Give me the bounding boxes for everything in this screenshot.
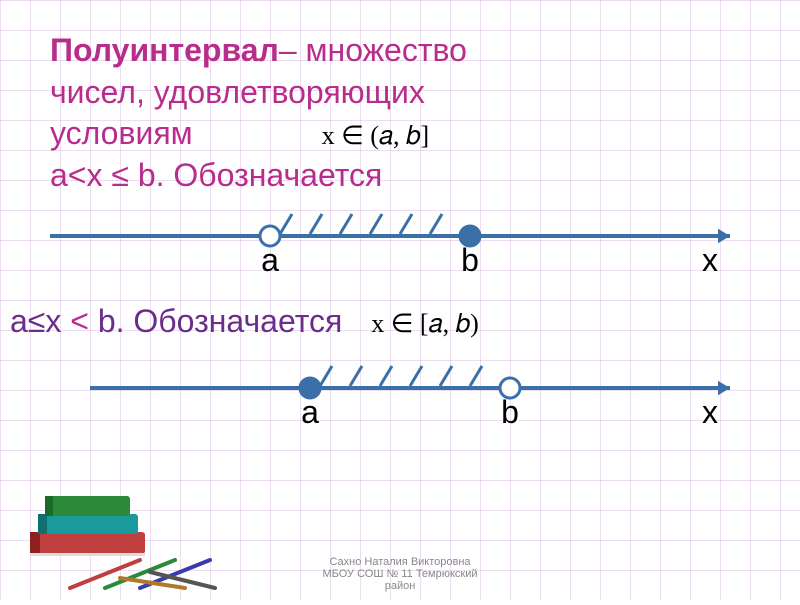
svg-text:b: b [461, 242, 479, 276]
numberline-1: аbх [50, 206, 750, 276]
interval-notation-2: x ∈ [𝑎, 𝑏) [371, 309, 479, 338]
svg-text:х: х [702, 394, 718, 428]
title-block: Полуинтервал– множество чисел, удовлетво… [50, 30, 750, 196]
numberline-2: аbх [50, 358, 750, 428]
content-area: Полуинтервал– множество чисел, удовлетво… [0, 0, 800, 428]
def1-word: Обозначается [165, 157, 383, 193]
footer-line3: район [385, 580, 416, 592]
svg-text:b: b [501, 394, 519, 428]
title-rest2: чисел, удовлетворяющих [50, 74, 425, 110]
title-rest1: множество [297, 32, 467, 68]
svg-text:а: а [301, 394, 319, 428]
def1-condition: а<x ≤ b. [50, 157, 165, 193]
def2-condition: а≤x [10, 303, 70, 339]
term: Полуинтервал [50, 32, 279, 68]
def2-rest: b. Обозначается [89, 303, 342, 339]
svg-text:а: а [261, 242, 279, 276]
footer-line1: Сахно Наталия Викторовна [329, 556, 470, 568]
dash: – [279, 32, 297, 68]
def2-block: а≤x < b. Обозначается x ∈ [𝑎, 𝑏) [10, 301, 750, 343]
title-rest3: условиям [50, 115, 193, 151]
books-illustration [10, 460, 240, 600]
footer-line2: МБОУ СОШ № 11 Темрюкский [322, 568, 477, 580]
svg-text:х: х [702, 242, 718, 276]
interval-notation-1: x ∈ (𝑎, 𝑏] [322, 121, 430, 150]
def2-lt: < [70, 303, 89, 339]
footer: Сахно Наталия Викторовна МБОУ СОШ № 11 Т… [322, 556, 477, 592]
